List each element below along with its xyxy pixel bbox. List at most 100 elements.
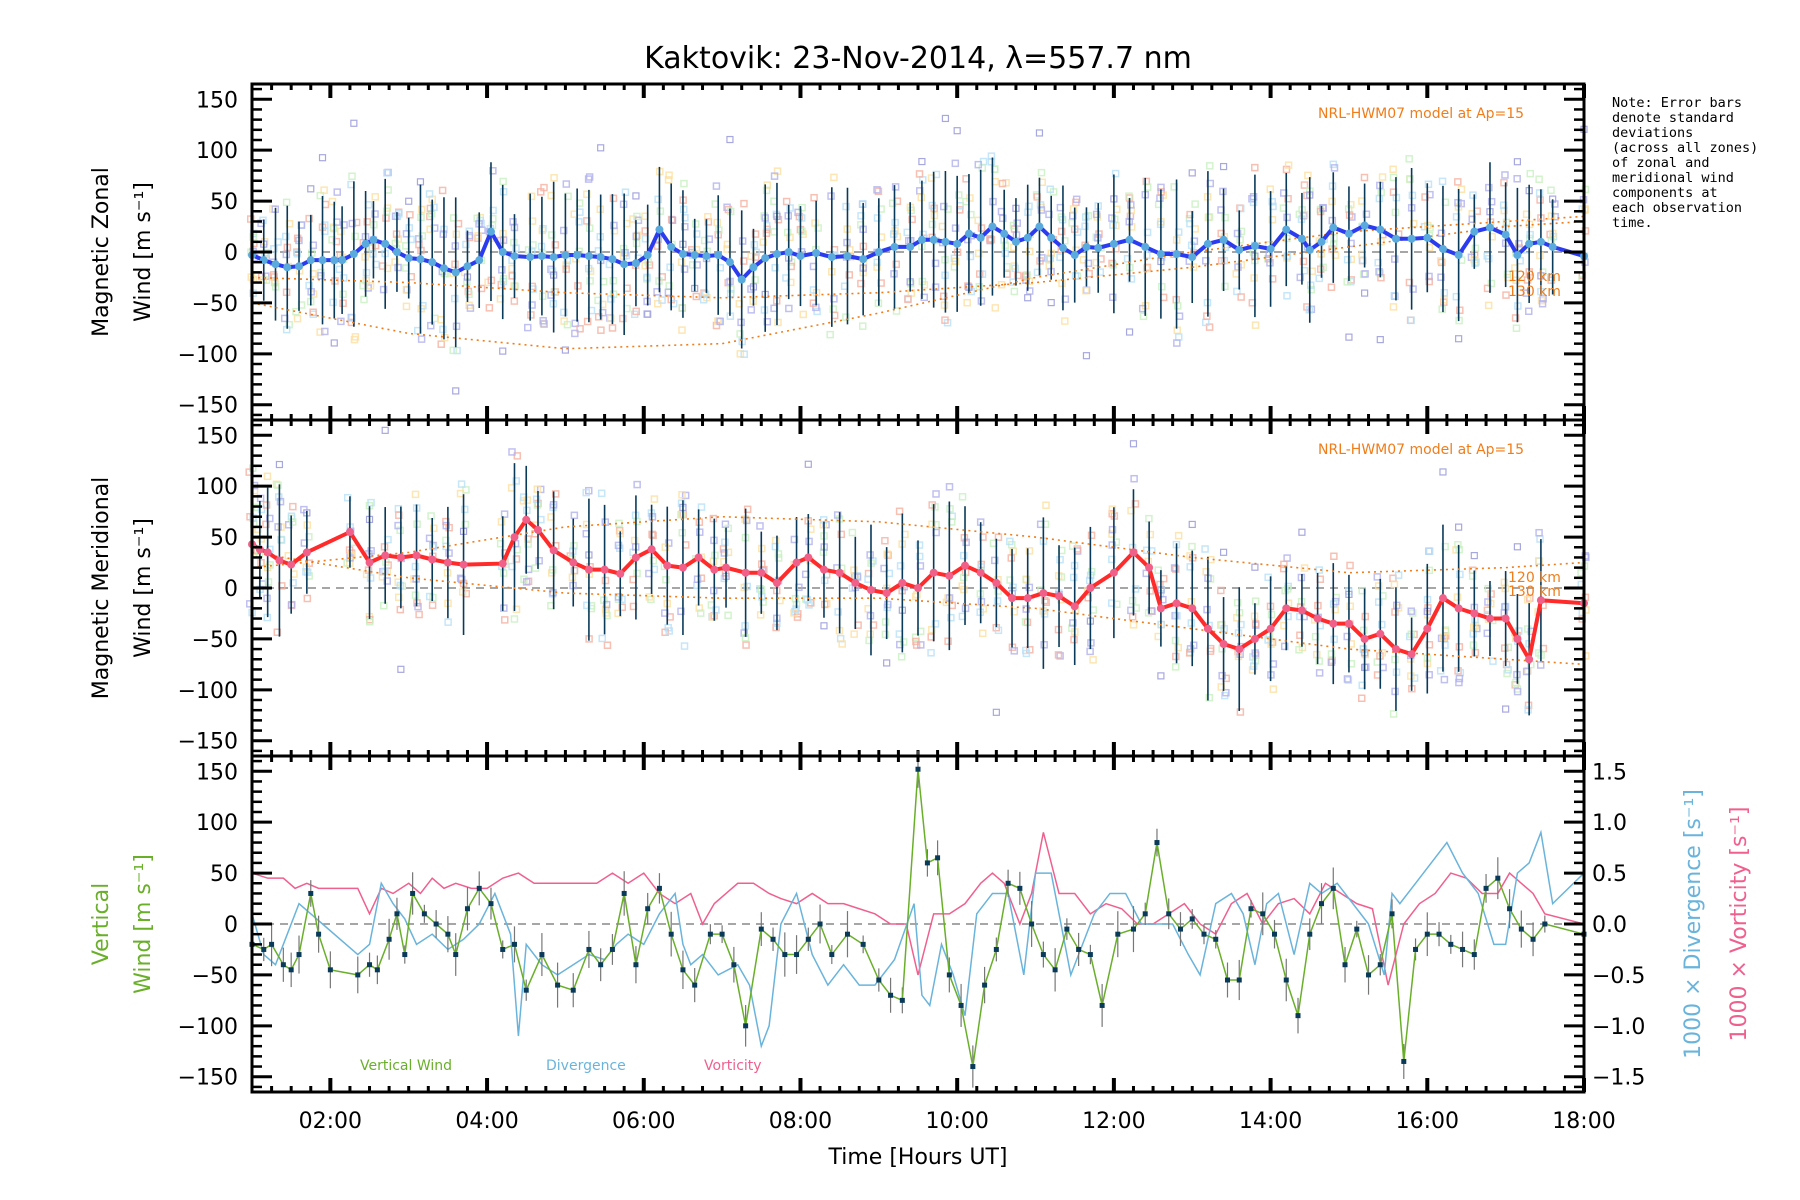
- zone-point: [1284, 612, 1292, 621]
- y-tick-label: −50: [192, 292, 238, 317]
- zone-point: [528, 282, 537, 291]
- zone-point: [1535, 557, 1543, 565]
- vertical-wind-point: [805, 936, 811, 942]
- vertical-wind-point: [598, 962, 604, 968]
- zone-point: [430, 524, 438, 532]
- zone-point: [333, 188, 341, 196]
- zone-point: [442, 517, 450, 526]
- mean-point: [510, 533, 519, 542]
- mean-point: [1438, 594, 1447, 603]
- zone-point: [1501, 171, 1509, 179]
- zone-point: [991, 556, 999, 565]
- zone-point: [512, 477, 520, 485]
- vertical-wind-point: [1295, 1013, 1301, 1019]
- vertical-wind-point: [1436, 931, 1442, 937]
- x-tick-label: 06:00: [612, 1109, 675, 1134]
- zone-point: [1503, 270, 1512, 279]
- zone-point: [1251, 163, 1259, 172]
- mean-point: [1000, 229, 1009, 238]
- zone-point: [1054, 651, 1063, 659]
- vertical-wind-point: [1495, 875, 1501, 881]
- zone-outlier: [397, 665, 405, 673]
- zone-point: [1108, 214, 1116, 222]
- y-tick-label: 100: [196, 811, 238, 836]
- zone-point: [262, 501, 271, 509]
- zone-point: [329, 298, 337, 307]
- zone-point: [837, 530, 846, 539]
- mean-point: [1513, 251, 1522, 260]
- zone-point: [932, 490, 940, 498]
- zone-point: [442, 521, 451, 530]
- zone-point: [460, 505, 469, 514]
- vertical-wind-point: [1307, 931, 1313, 937]
- zone-point: [499, 275, 508, 283]
- zone-point: [532, 495, 541, 504]
- vertical-wind-point: [1087, 952, 1093, 958]
- zone-point: [302, 568, 310, 576]
- zone-point: [1378, 620, 1386, 629]
- vorticity-y2label: 1000 × Vorticity [s⁻¹]: [1727, 807, 1752, 1042]
- mean-point: [784, 248, 793, 256]
- x-tick-label: 04:00: [455, 1109, 518, 1134]
- zone-point: [762, 186, 771, 195]
- meridional-ylabel-line2: Wind [m s⁻¹]: [131, 518, 156, 658]
- zone-point: [1186, 210, 1194, 219]
- mean-point: [725, 258, 734, 267]
- zone-point: [736, 330, 744, 338]
- mean-point: [772, 250, 781, 259]
- zone-point: [680, 642, 689, 650]
- zone-point: [485, 304, 494, 312]
- zone-point: [873, 263, 881, 271]
- zone-point: [649, 556, 658, 565]
- zone-point: [661, 628, 669, 637]
- zone-point: [1378, 649, 1386, 657]
- zone-point: [1437, 229, 1446, 237]
- zone-point: [662, 575, 670, 584]
- mean-point: [1172, 599, 1181, 608]
- zone-point: [1346, 561, 1354, 570]
- vertical-wind-point: [374, 967, 380, 973]
- zone-point: [1037, 206, 1046, 214]
- zone-point: [282, 198, 291, 207]
- zone-point: [708, 613, 717, 621]
- zone-point: [1158, 282, 1166, 291]
- zone-point: [1407, 316, 1415, 325]
- zone-point: [1539, 294, 1547, 303]
- zone-point: [736, 350, 745, 358]
- zone-point: [293, 314, 302, 323]
- zone-point: [892, 260, 900, 269]
- zone-point: [1233, 229, 1242, 238]
- zone-point: [692, 230, 701, 238]
- zone-point: [1484, 598, 1492, 606]
- mean-point: [416, 255, 425, 264]
- chart-title: Kaktovik: 23-Nov-2014, λ=557.7 nm: [644, 41, 1192, 76]
- zone-outlier: [1513, 543, 1522, 551]
- mean-point: [1501, 614, 1510, 623]
- zone-point: [928, 220, 937, 229]
- vertical-wind-point: [1040, 952, 1046, 958]
- zone-point: [1374, 258, 1382, 267]
- zone-point: [512, 605, 521, 614]
- zone-point: [1306, 281, 1315, 289]
- y-tick-label: 50: [210, 862, 238, 887]
- vertical-wind-point: [394, 911, 400, 917]
- vertical-wind-point: [296, 952, 302, 958]
- zone-point: [1061, 317, 1069, 325]
- zone-point: [1343, 278, 1351, 286]
- zone-point: [647, 595, 655, 604]
- zone-point: [500, 510, 509, 518]
- zone-point: [911, 633, 920, 642]
- zone-point: [548, 231, 556, 239]
- zone-outlier: [1157, 672, 1165, 680]
- zone-outlier: [1251, 563, 1259, 571]
- vertical-wind-point: [1377, 962, 1383, 968]
- zone-point: [696, 609, 705, 617]
- zone-point: [576, 325, 584, 333]
- zone-point: [367, 498, 375, 507]
- zone-point: [712, 182, 721, 190]
- zone-point: [884, 551, 892, 559]
- y-tick-label: 0: [224, 241, 238, 266]
- zone-point: [1547, 186, 1555, 194]
- zone-point: [641, 235, 650, 243]
- zone-point: [1025, 547, 1034, 555]
